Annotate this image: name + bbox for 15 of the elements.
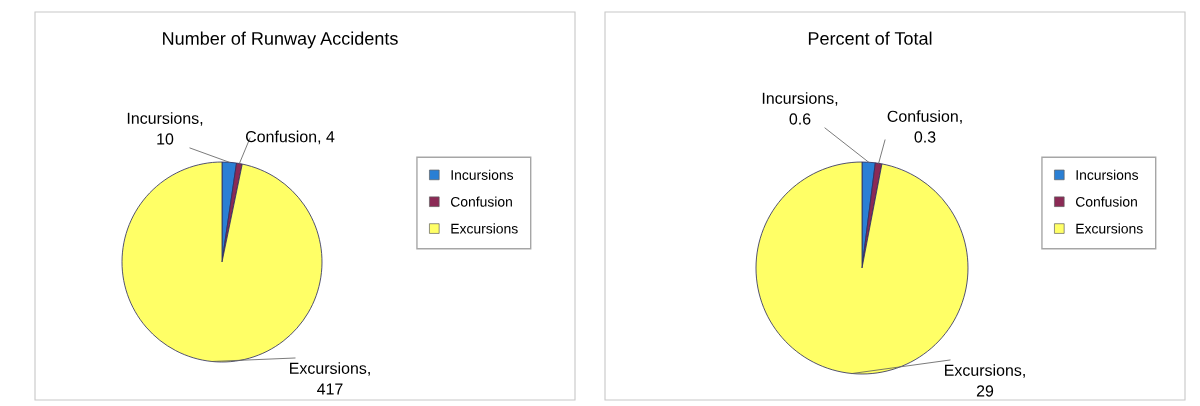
data-label: Incursions, 10 — [127, 112, 203, 145]
legend-label: Excursions — [1076, 223, 1143, 234]
legend-label: Incursions — [1076, 169, 1139, 180]
data-label: Confusion, 0.3 — [887, 110, 962, 143]
legend-label: Confusion — [450, 196, 512, 207]
chart-title: Number of Runway Accidents — [163, 31, 398, 49]
data-label: Incursions, 0.6 — [762, 92, 838, 125]
pie-slice — [121, 161, 323, 363]
data-label: Confusion, 4 — [245, 130, 335, 145]
data-label: Excursions, 417 — [290, 362, 370, 395]
data-label: Excursions, 29 — [945, 364, 1025, 397]
legend-label: Confusion — [1075, 196, 1137, 207]
chart-title: Percent of Total — [808, 31, 932, 45]
legend-label: Incursions — [451, 169, 514, 180]
legend-label: Excursions — [451, 223, 518, 234]
